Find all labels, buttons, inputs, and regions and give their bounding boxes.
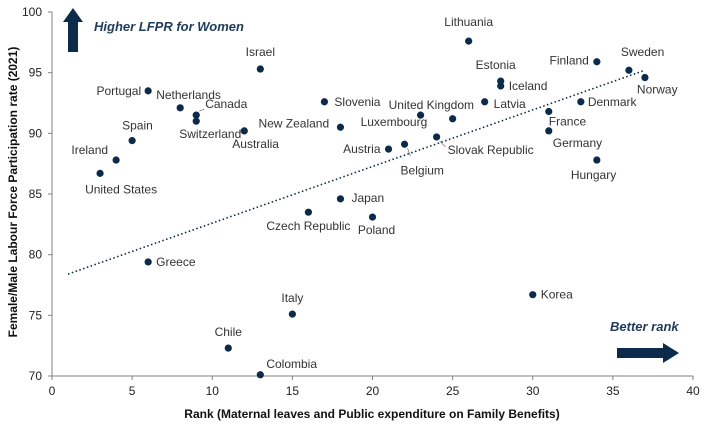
point-label-israel: Israel [246, 45, 275, 59]
point-label-sweden: Sweden [621, 45, 664, 59]
point-label-italy: Italy [281, 291, 303, 305]
point-label-lithuania: Lithuania [444, 15, 493, 29]
point-label-new-zealand: New Zealand [258, 116, 329, 130]
point-label-korea: Korea [541, 288, 573, 302]
x-tick-label: 30 [526, 384, 540, 398]
x-tick-label: 25 [446, 384, 460, 398]
point-poland [368, 213, 377, 221]
point-czech-republic [304, 208, 312, 216]
axes: 0 5 10 15 20 25 30 35 40 70 75 80 85 90 95 100 [22, 5, 700, 398]
point-italy [288, 310, 296, 318]
point-israel [256, 65, 264, 73]
point-slovenia [320, 98, 329, 106]
point-luxembourg [416, 111, 425, 119]
point-label-chile: Chile [215, 325, 243, 339]
y-tick-label: 80 [29, 248, 43, 262]
x-tick-label: 10 [206, 384, 220, 398]
x-axis-label: Rank (Maternal leaves and Public expendi… [184, 407, 559, 421]
y-tick-label: 95 [29, 66, 43, 80]
x-tick-label: 20 [366, 384, 380, 398]
point-label-australia: Australia [232, 137, 279, 151]
point-norway [641, 73, 649, 82]
point-netherlands [176, 104, 184, 112]
point-portugal [144, 87, 152, 95]
x-tick-label: 5 [129, 384, 136, 398]
point-denmark [577, 98, 585, 106]
point-label-slovenia: Slovenia [334, 95, 380, 109]
point-slovak-republic [433, 133, 441, 141]
higher-lfpr-annotation: Higher LFPR for Women [94, 19, 244, 34]
point-ireland [112, 156, 120, 164]
point-greece [144, 258, 152, 266]
point-label-france: France [549, 114, 587, 128]
point-label-iceland: Iceland [509, 79, 548, 93]
right-arrow-icon [617, 343, 679, 363]
point-canada [192, 111, 200, 119]
point-austria [384, 145, 393, 153]
point-label-slovak-republic: Slovak Republic [448, 143, 534, 157]
point-france [545, 107, 553, 116]
point-latvia [481, 98, 489, 106]
x-tick-label: 0 [49, 384, 56, 398]
leader-line [199, 108, 205, 112]
point-label-germany: Germany [553, 136, 602, 150]
leader-line [439, 140, 446, 148]
leader-line [407, 148, 411, 157]
point-label-greece: Greece [156, 255, 196, 269]
x-tick-label: 15 [286, 384, 300, 398]
point-label-japan: Japan [351, 191, 384, 205]
y-tick-label: 85 [29, 187, 43, 201]
point-new-zealand [336, 123, 345, 131]
point-label-latvia: Latvia [494, 97, 526, 111]
y-tick-label: 90 [29, 126, 43, 140]
x-tick-label: 40 [686, 384, 700, 398]
point-australia [240, 127, 248, 135]
point-hungary [593, 156, 601, 164]
y-tick-label: 100 [22, 5, 42, 19]
point-germany [545, 127, 553, 135]
point-spain [128, 137, 136, 145]
point-chile [224, 344, 232, 352]
point-label-belgium: Belgium [401, 163, 444, 177]
point-label-netherlands: Netherlands [156, 88, 221, 102]
up-arrow-icon [63, 8, 83, 52]
point-label-portugal: Portugal [96, 84, 141, 98]
point-label-canada: Canada [205, 97, 247, 111]
better-rank-annotation: Better rank [610, 319, 679, 334]
x-tick-label: 35 [606, 384, 620, 398]
point-label-united-states: United States [85, 182, 157, 196]
point-iceland [497, 82, 505, 90]
point-finland [593, 58, 601, 66]
point-label-finland: Finland [549, 54, 588, 68]
point-label-estonia: Estonia [476, 58, 516, 72]
point-label-united-kingdom: United Kingdom [389, 98, 474, 112]
point-label-poland: Poland [358, 223, 395, 237]
y-tick-label: 70 [29, 369, 43, 383]
point-label-austria: Austria [343, 142, 381, 156]
point-label-switzerland: Switzerland [179, 127, 241, 141]
point-korea [529, 291, 537, 299]
point-colombia [256, 371, 264, 379]
point-label-spain: Spain [122, 119, 153, 133]
point-japan [336, 195, 345, 203]
point-belgium [400, 140, 409, 148]
point-label-hungary: Hungary [571, 168, 616, 182]
point-label-denmark: Denmark [588, 95, 638, 109]
point-label-luxembourg: Luxembourg [361, 115, 428, 129]
y-axis-label: Female/Male Labour Force Participation r… [6, 47, 20, 338]
point-label-colombia: Colombia [266, 357, 317, 371]
point-switzerland [192, 117, 200, 125]
point-label-czech-republic: Czech Republic [266, 219, 350, 233]
point-lithuania [465, 37, 473, 45]
annotations: Higher LFPR for Women Better rank [63, 8, 679, 363]
point-united-kingdom [449, 115, 457, 123]
point-label-ireland: Ireland [71, 143, 108, 157]
point-label-norway: Norway [637, 83, 678, 97]
y-tick-label: 75 [29, 308, 43, 322]
points-group: Lithuania Israel Estonia Finland Sweden Norwa… [71, 15, 678, 379]
point-united-states [96, 169, 104, 177]
point-sweden [625, 66, 633, 74]
